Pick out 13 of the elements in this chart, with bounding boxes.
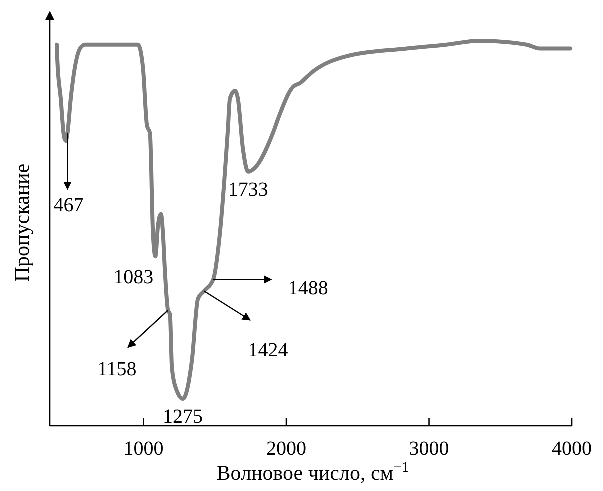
x-tick-label: 4000 — [552, 438, 592, 460]
y-axis-title: Пропускание — [10, 164, 34, 282]
annotation: 1275 — [163, 406, 204, 428]
x-tick-label: 1000 — [124, 438, 164, 460]
x-axis-title: Волновое число, см$^{−1}$ — [216, 460, 410, 485]
x-tick-label: 3000 — [409, 438, 450, 460]
annotation: 1158 — [98, 358, 137, 380]
annotation: 1733 — [228, 178, 268, 201]
annotation: 1083 — [114, 266, 154, 289]
x-tick-label: 2000 — [266, 438, 307, 460]
annotation: 467 — [54, 194, 84, 216]
annotation: 1424 — [248, 339, 288, 362]
annotation: 1488 — [288, 278, 328, 300]
